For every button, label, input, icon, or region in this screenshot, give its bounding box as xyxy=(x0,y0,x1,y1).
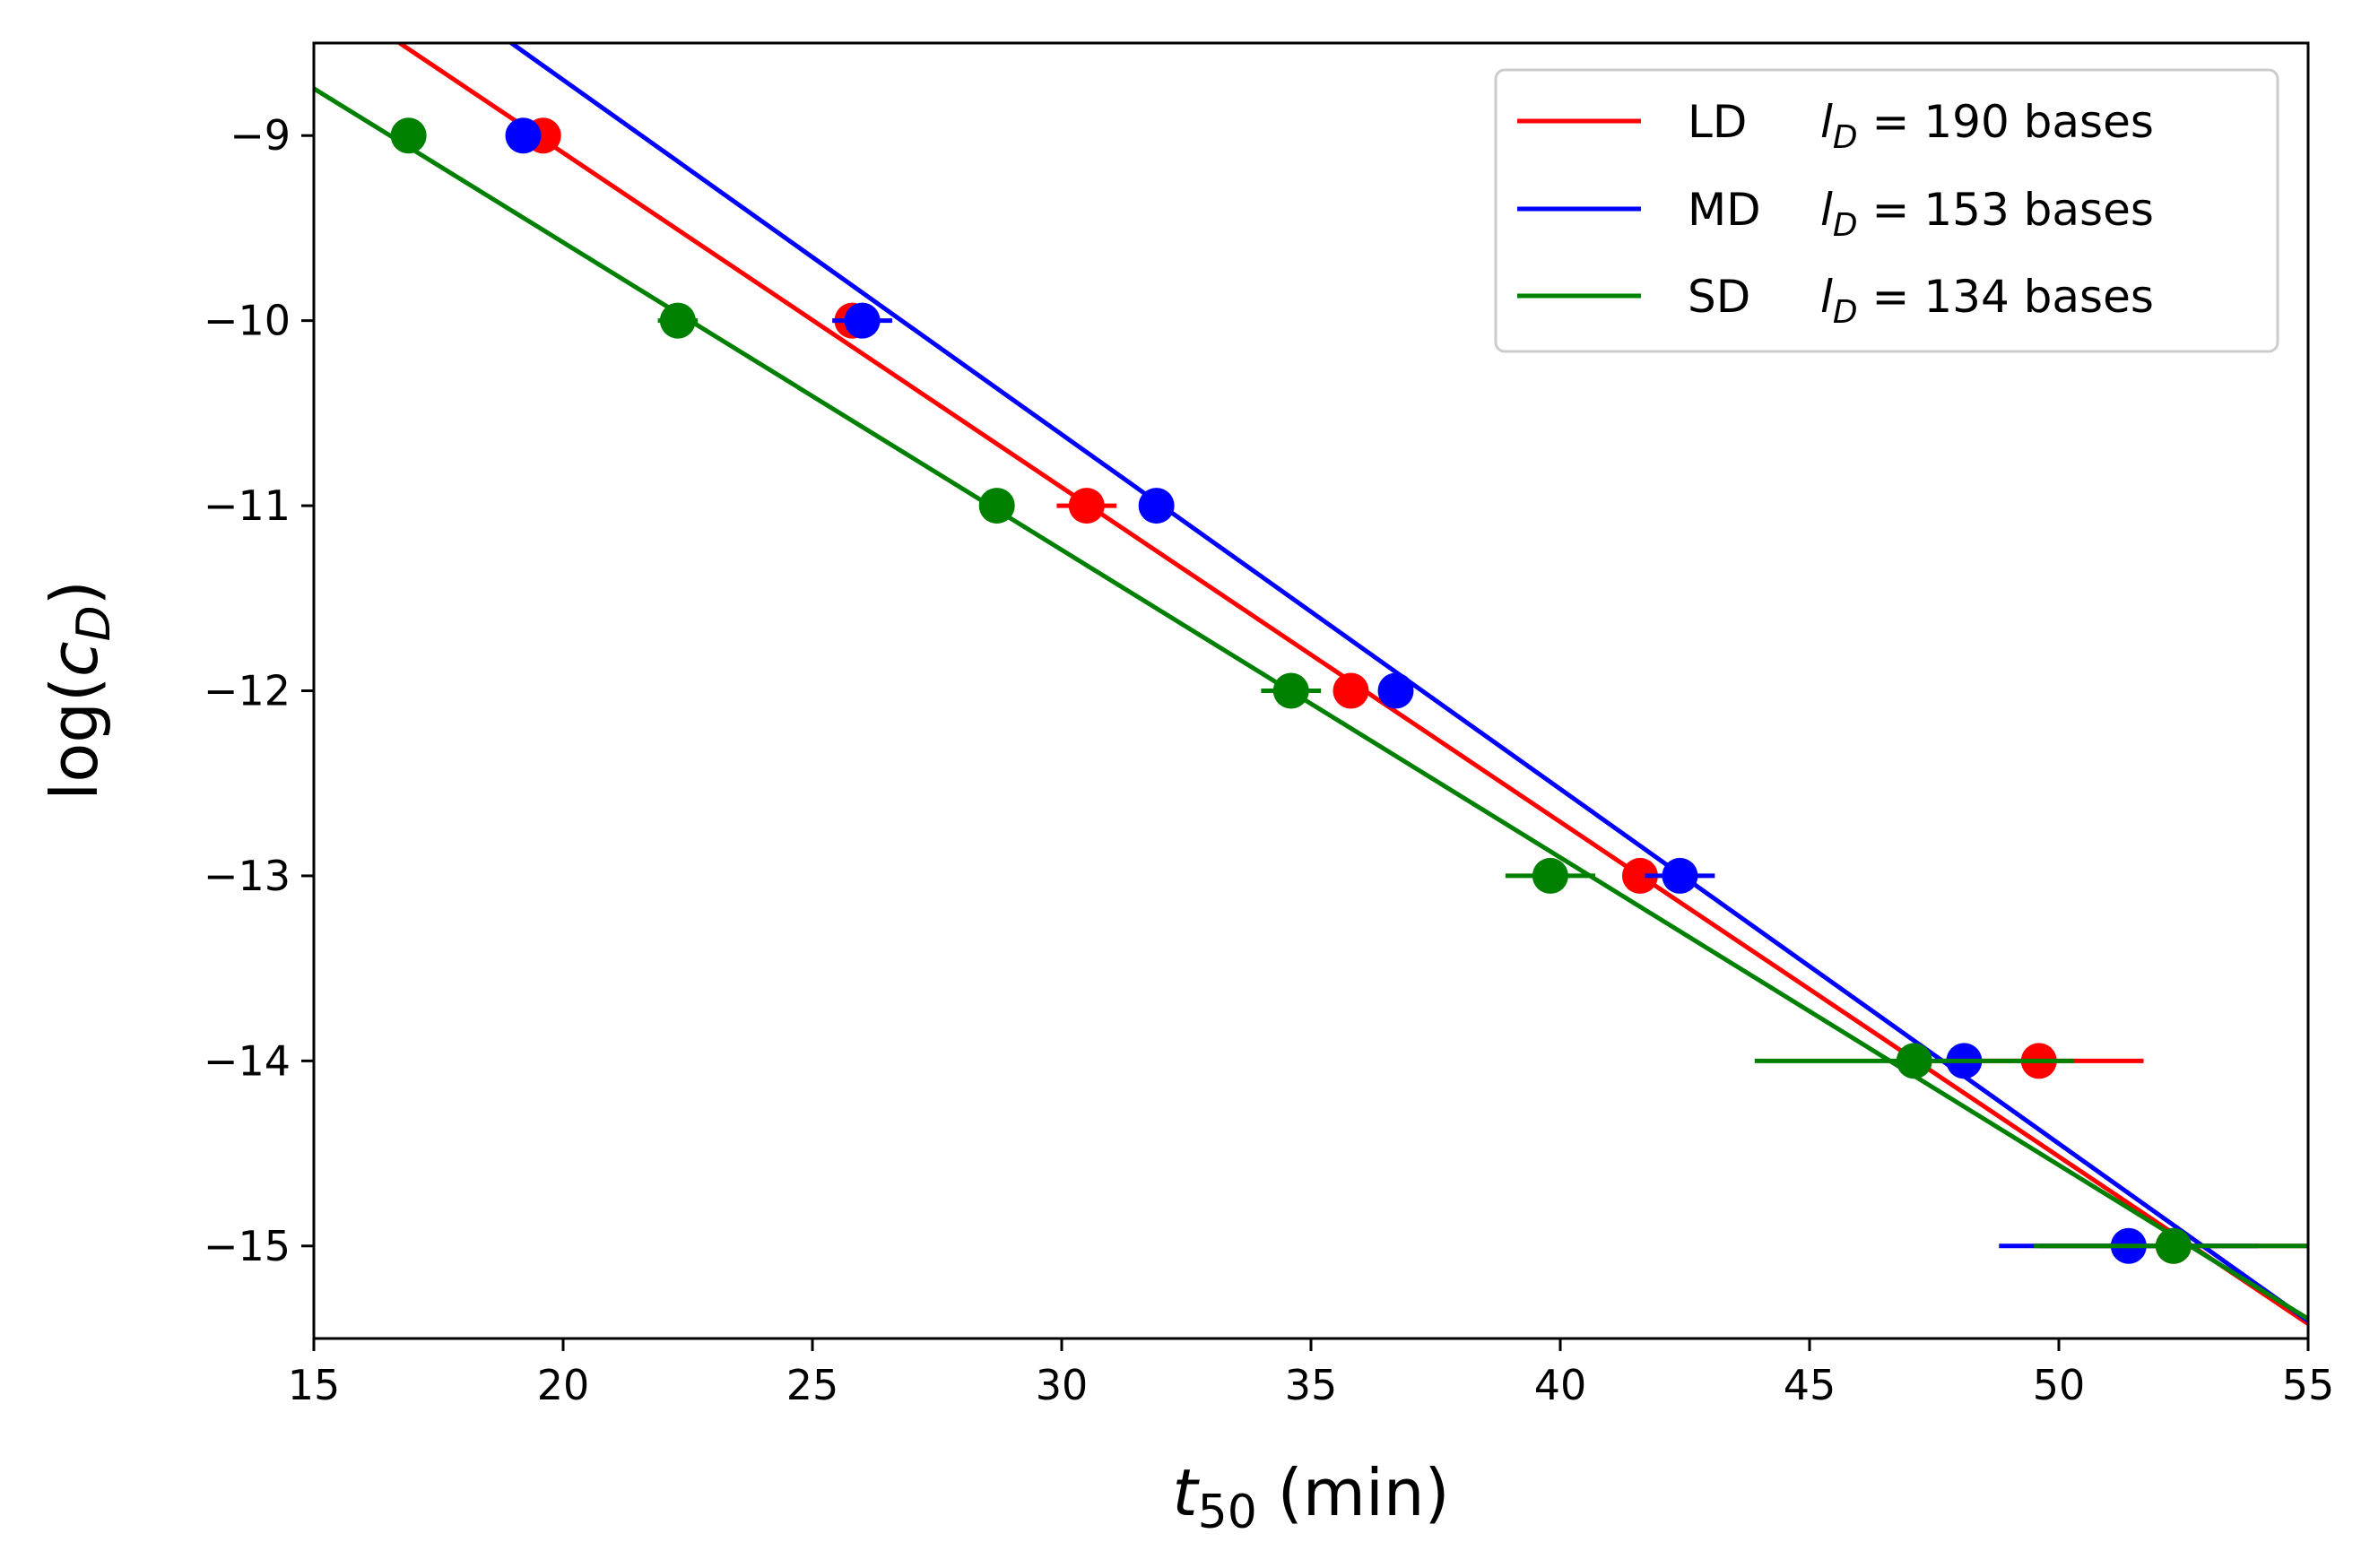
data-point-md xyxy=(505,117,542,154)
data-point-md xyxy=(844,302,881,339)
y-tick-label: −15 xyxy=(204,1222,291,1270)
legend-formula-md: lD = 153 bases xyxy=(1820,184,2154,244)
fit-line-md xyxy=(507,43,2308,1323)
x-tick-label: 55 xyxy=(2282,1361,2335,1409)
legend-box xyxy=(1494,68,2279,353)
y-axis-label-prefix: log( xyxy=(37,677,112,801)
data-point-md xyxy=(1138,488,1175,524)
x-tick-label: 30 xyxy=(1036,1361,1089,1409)
data-point-sd xyxy=(2155,1227,2192,1264)
y-axis-label-var: c xyxy=(37,641,112,677)
x-tick-label: 40 xyxy=(1534,1361,1587,1409)
legend-entry-md: MD lD = 153 bases xyxy=(1517,184,2154,244)
legend-label-md: MD xyxy=(1688,184,1761,236)
legend-formula-sd: lD = 134 bases xyxy=(1820,271,2154,331)
legend-label-ld: LD xyxy=(1688,96,1747,148)
y-tick-label: −14 xyxy=(204,1036,291,1085)
legend-label-sd: SD xyxy=(1688,271,1750,323)
series-sd xyxy=(314,86,2308,1321)
data-point-sd xyxy=(1272,672,1309,709)
data-point-ld xyxy=(1068,488,1105,524)
legend-formula-ld: lD = 190 bases xyxy=(1820,96,2154,156)
x-tick-label: 50 xyxy=(2033,1361,2086,1409)
series-layer xyxy=(314,43,2308,1326)
x-tick-label: 45 xyxy=(1784,1361,1836,1409)
data-point-sd xyxy=(1896,1043,1932,1079)
y-tick-label: −9 xyxy=(230,111,291,160)
data-point-sd xyxy=(390,117,427,154)
data-point-sd xyxy=(1532,857,1568,894)
x-tick-label: 35 xyxy=(1285,1361,1338,1409)
data-point-ld xyxy=(1333,672,1369,709)
x-axis: 15 20 25 30 35 40 45 50 55 xyxy=(288,1338,2335,1409)
x-tick-label: 25 xyxy=(786,1361,839,1409)
y-tick-label: −11 xyxy=(204,481,291,530)
legend-entry-ld: LD lD = 190 bases xyxy=(1517,96,2154,156)
y-axis-label-suffix: ) xyxy=(37,580,112,605)
legend-length-sd: 134 bases xyxy=(1923,271,2154,323)
data-point-sd xyxy=(978,488,1015,524)
y-tick-label: −10 xyxy=(204,297,291,345)
data-point-md xyxy=(1377,672,1414,709)
legend-length-ld: 190 bases xyxy=(1923,96,2154,148)
y-axis: −9 −10 −11 −12 −13 −14 −15 xyxy=(204,111,314,1270)
legend: LD lD = 190 bases MD lD = 153 bases SD l… xyxy=(1494,68,2279,353)
y-tick-label: −13 xyxy=(204,852,291,900)
x-axis-label: t50 (min) xyxy=(1172,1455,1449,1539)
legend-entry-sd: SD lD = 134 bases xyxy=(1517,271,2154,331)
data-point-ld xyxy=(1621,857,1658,894)
x-axis-label-var: t xyxy=(1172,1455,1200,1530)
y-axis-label-sub: D xyxy=(67,605,121,641)
x-tick-label: 15 xyxy=(288,1361,341,1409)
legend-length-md: 153 bases xyxy=(1923,184,2154,236)
data-point-sd xyxy=(659,302,696,339)
x-axis-label-unit: (min) xyxy=(1257,1455,1450,1530)
fit-line-sd xyxy=(314,86,2308,1321)
y-tick-label: −12 xyxy=(204,667,291,715)
x-tick-label: 20 xyxy=(537,1361,590,1409)
data-point-md xyxy=(1662,857,1698,894)
y-axis-label: log(cD) xyxy=(37,580,121,801)
x-axis-label-sub: 50 xyxy=(1198,1486,1257,1539)
fit-line-ld xyxy=(395,43,2308,1326)
